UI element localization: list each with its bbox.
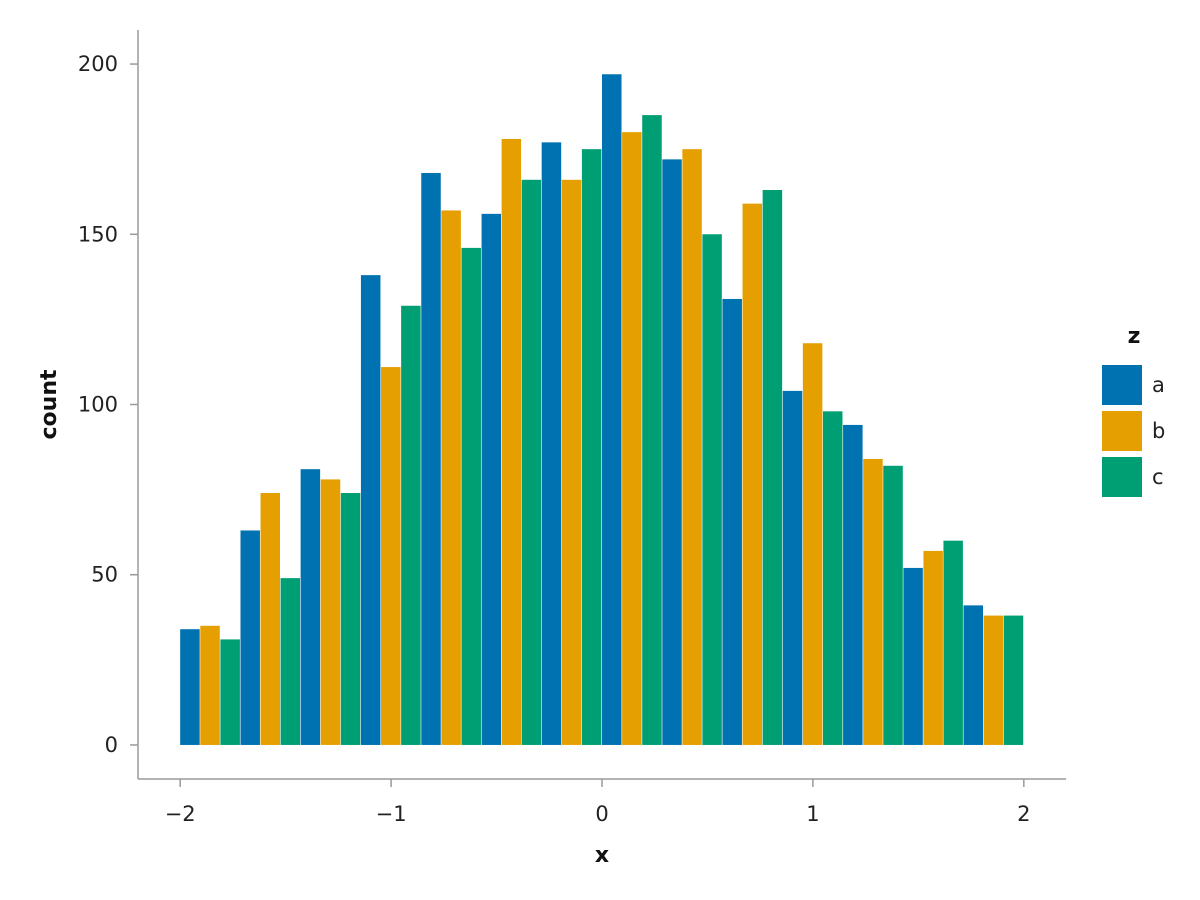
y-tick-label: 50 bbox=[91, 563, 118, 587]
bar-b-bin-4 bbox=[381, 367, 401, 745]
bar-b-bin-10 bbox=[742, 203, 763, 745]
bar-c-bin-11 bbox=[822, 411, 843, 745]
bar-c-bin-12 bbox=[883, 465, 903, 745]
legend: z abc bbox=[1102, 324, 1165, 497]
x-tick-label: 2 bbox=[1017, 802, 1030, 826]
legend-swatch-c bbox=[1102, 457, 1142, 497]
bar-a-bin-8 bbox=[602, 74, 622, 745]
bar-b-bin-9 bbox=[682, 149, 702, 745]
bar-a-bin-14 bbox=[963, 605, 984, 745]
bar-b-bin-13 bbox=[923, 550, 943, 745]
bar-c-bin-1 bbox=[220, 639, 240, 745]
bar-a-bin-2 bbox=[240, 530, 260, 745]
y-axis-title: count bbox=[37, 369, 62, 439]
x-tick-label: −2 bbox=[165, 802, 196, 826]
bar-b-bin-5 bbox=[441, 210, 461, 745]
bar-a-bin-13 bbox=[903, 567, 923, 745]
legend-swatch-a bbox=[1102, 365, 1142, 405]
legend-title: z bbox=[1128, 324, 1141, 349]
bar-a-bin-4 bbox=[360, 275, 381, 745]
x-axis-title: x bbox=[595, 843, 609, 868]
bar-c-bin-8 bbox=[642, 115, 662, 745]
bar-a-bin-11 bbox=[782, 390, 803, 745]
bar-a-bin-3 bbox=[300, 469, 321, 745]
bars-layer bbox=[180, 74, 1024, 745]
y-tick-label: 100 bbox=[78, 393, 118, 417]
legend-label-a: a bbox=[1152, 373, 1165, 397]
bar-a-bin-1 bbox=[180, 629, 200, 745]
bar-a-bin-6 bbox=[481, 213, 502, 745]
y-ticks: 0 50 100 150 200 bbox=[78, 52, 138, 757]
legend-label-b: b bbox=[1152, 419, 1165, 443]
bar-c-bin-3 bbox=[340, 493, 361, 745]
bar-c-bin-9 bbox=[702, 234, 722, 745]
bar-c-bin-7 bbox=[581, 149, 602, 745]
legend-swatch-b bbox=[1102, 411, 1142, 451]
bar-c-bin-14 bbox=[1003, 615, 1024, 745]
bar-b-bin-3 bbox=[320, 479, 341, 745]
bar-c-bin-10 bbox=[762, 190, 783, 745]
bar-a-bin-12 bbox=[843, 424, 863, 745]
bar-c-bin-5 bbox=[461, 247, 481, 745]
y-tick-label: 0 bbox=[105, 733, 118, 757]
bar-c-bin-13 bbox=[943, 540, 963, 745]
bar-b-bin-8 bbox=[622, 132, 642, 745]
legend-label-c: c bbox=[1152, 465, 1164, 489]
x-tick-label: 0 bbox=[595, 802, 608, 826]
bar-c-bin-6 bbox=[521, 179, 542, 745]
bar-b-bin-6 bbox=[501, 138, 522, 745]
bar-b-bin-7 bbox=[561, 179, 582, 745]
x-tick-label: −1 bbox=[376, 802, 407, 826]
bar-b-bin-1 bbox=[200, 625, 220, 745]
bar-c-bin-2 bbox=[280, 578, 301, 745]
bar-a-bin-5 bbox=[421, 172, 441, 745]
y-tick-label: 150 bbox=[78, 222, 118, 246]
bar-a-bin-10 bbox=[722, 298, 742, 745]
bar-b-bin-2 bbox=[260, 493, 280, 745]
bar-a-bin-9 bbox=[662, 159, 682, 745]
bar-b-bin-14 bbox=[983, 615, 1004, 745]
bar-c-bin-4 bbox=[401, 305, 421, 745]
x-tick-label: 1 bbox=[806, 802, 819, 826]
bar-b-bin-11 bbox=[802, 343, 823, 745]
x-ticks: −2 −1 0 1 2 bbox=[165, 779, 1031, 826]
bar-b-bin-12 bbox=[863, 458, 883, 745]
y-tick-label: 200 bbox=[78, 52, 118, 76]
bar-a-bin-7 bbox=[541, 142, 562, 745]
